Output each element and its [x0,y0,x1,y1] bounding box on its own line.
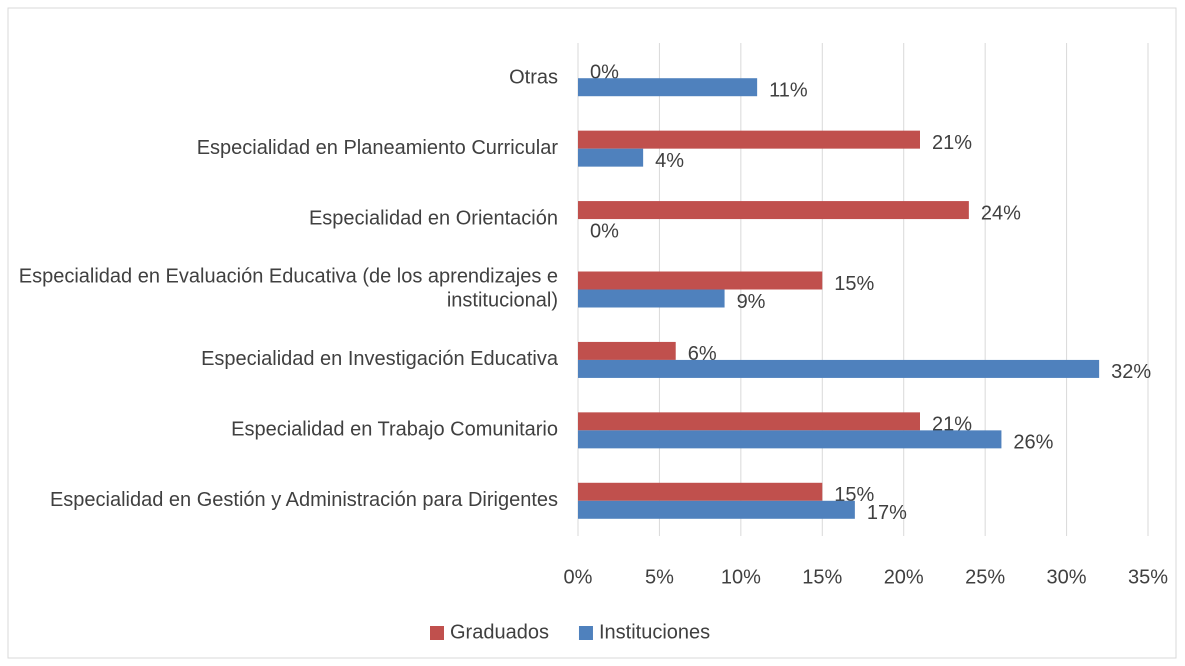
bar [578,201,969,220]
bar [578,359,1100,378]
bar [578,130,920,149]
bar [578,500,855,519]
x-tick-label: 20% [884,566,924,588]
legend-swatch [430,626,444,640]
x-tick-label: 30% [1047,566,1087,588]
y-tick-label: Especialidad en Trabajo Comunitario [231,419,558,441]
x-tick-label: 35% [1128,566,1168,588]
y-tick-label: Especialidad en Gestión y Administración… [50,489,558,511]
x-tick-label: 15% [802,566,842,588]
data-label: 21% [932,414,972,436]
bar [578,482,823,501]
bar [578,341,676,360]
y-tick-label: Otras [509,66,558,88]
x-tick-label: 25% [965,566,1005,588]
legend-swatch [578,626,593,640]
data-label: 32% [1111,361,1151,383]
data-label: 24% [981,202,1021,224]
x-tick-label: 0% [564,566,593,588]
data-label: 0% [590,61,619,83]
data-label: 26% [1013,432,1053,454]
data-label: 9% [737,291,766,313]
chart-border [7,7,1177,659]
bar [578,412,920,431]
x-tick-label: 5% [645,566,674,588]
data-label: 15% [834,273,874,295]
bar [578,430,1002,449]
x-tick-label: 10% [721,566,761,588]
legend-label: Graduados [450,621,549,643]
data-label: 0% [590,220,619,242]
data-label: 17% [867,502,907,524]
y-tick-label: Especialidad en Investigación Educativa [201,348,559,370]
bar [578,78,758,97]
y-tick-label: Especialidad en Evaluación Educativa (de… [19,266,558,312]
bar [578,148,644,167]
bar [578,289,725,308]
bar [578,271,823,290]
legend-label: Instituciones [599,621,710,643]
y-tick-label: Especialidad en Planeamiento Curricular [197,137,559,159]
data-label: 15% [834,484,874,506]
data-label: 4% [655,150,684,172]
data-label: 6% [688,343,717,365]
data-label: 11% [769,79,808,101]
data-label: 21% [932,132,972,154]
y-tick-label: Especialidad en Orientación [309,207,558,229]
